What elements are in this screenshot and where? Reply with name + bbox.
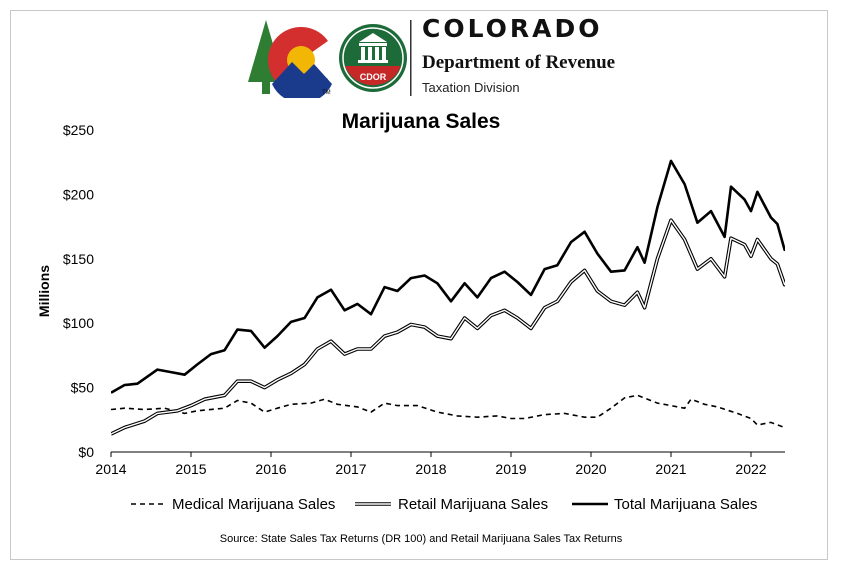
- series-retail-marijuana-sales-line: [111, 218, 785, 436]
- department-name: Department of Revenue: [422, 52, 616, 73]
- cdor-badge-text: CDOR: [360, 72, 387, 82]
- y-tick-label: $150: [63, 251, 94, 267]
- chart-frame: [10, 10, 828, 560]
- colorado-logo: TM CDOR: [248, 20, 412, 98]
- series-total-marijuana-sales-line: [111, 159, 785, 394]
- y-tick-label: $0: [78, 444, 94, 460]
- trademark-mark: TM: [322, 90, 331, 96]
- x-tick-label: 2014: [95, 461, 126, 477]
- colorado-c-icon: TM: [268, 27, 345, 98]
- legend-retail-marijuana-sales-label: Retail Marijuana Sales: [398, 496, 548, 513]
- axes: 2014 2015 2016 2017 2018 2019 2020 2021 2022 $0 $5…: [36, 122, 785, 477]
- y-axis-label: Millions: [36, 265, 52, 317]
- division-name: Taxation Division: [422, 80, 520, 95]
- x-tick-label: 2018: [415, 461, 446, 477]
- x-tick-label: 2016: [255, 461, 286, 477]
- y-tick-label: $100: [63, 315, 94, 331]
- series-layer: [111, 159, 785, 436]
- x-tick-label: 2019: [495, 461, 526, 477]
- x-tick-label: 2017: [335, 461, 366, 477]
- brand-name: COLORADO: [422, 14, 603, 43]
- series-medical-marijuana-sales-line: [111, 394, 785, 429]
- y-tick-label: $200: [63, 186, 94, 202]
- x-tick-label: 2015: [175, 461, 206, 477]
- y-tick-label: $50: [71, 380, 95, 396]
- cdor-badge-icon: CDOR: [339, 24, 407, 92]
- legend: Medical Marijuana Sales Retail Marijuana …: [131, 496, 757, 513]
- chart-title: Marijuana Sales: [341, 110, 501, 133]
- x-tick-label: 2022: [735, 461, 766, 477]
- x-tick-label: 2021: [655, 461, 686, 477]
- y-tick-label: $250: [63, 122, 94, 138]
- source-note: Source: State Sales Tax Returns (DR 100)…: [219, 533, 623, 545]
- legend-medical-marijuana-sales-label: Medical Marijuana Sales: [172, 496, 335, 513]
- x-tick-label: 2020: [575, 461, 606, 477]
- logo-divider: [410, 20, 412, 96]
- legend-total-marijuana-sales-label: Total Marijuana Sales: [614, 496, 757, 513]
- series-retail-marijuana-sales-line-inner: [111, 219, 785, 435]
